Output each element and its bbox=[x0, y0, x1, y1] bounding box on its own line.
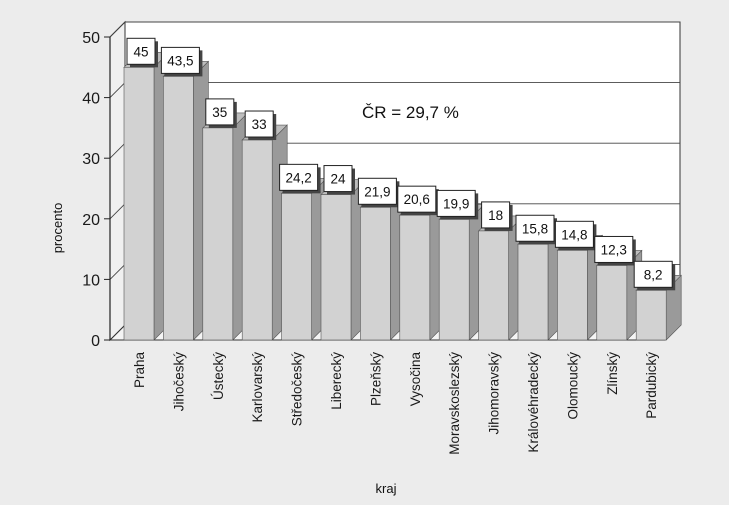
data-label: 24,2 bbox=[279, 163, 321, 194]
data-label: 45 bbox=[126, 37, 158, 68]
grid-line-side bbox=[109, 142, 126, 159]
data-label: 14,8 bbox=[554, 220, 597, 251]
data-label: 20,6 bbox=[397, 185, 439, 216]
data-label-text: 20,6 bbox=[404, 192, 430, 207]
x-tick-label: Jihomoravský bbox=[487, 352, 502, 435]
data-label-box bbox=[515, 214, 555, 242]
bar-front bbox=[596, 265, 628, 341]
data-label-text: 43,5 bbox=[167, 53, 193, 68]
side-wall bbox=[109, 20, 126, 342]
y-tick-label: 20 bbox=[82, 212, 100, 229]
y-tick-label: 0 bbox=[91, 333, 100, 350]
grid-line-side bbox=[109, 203, 126, 220]
y-tick-label: 10 bbox=[82, 272, 100, 289]
data-label-text: 14,8 bbox=[561, 227, 587, 242]
data-label: 35 bbox=[205, 98, 237, 128]
x-tick-label: Moravskoslezský bbox=[447, 352, 462, 455]
data-label-box bbox=[279, 163, 319, 191]
y-tick-label: 50 bbox=[82, 30, 100, 47]
data-label-box bbox=[481, 201, 511, 229]
data-label: 21,9 bbox=[357, 177, 400, 208]
data-labels: 45 43,5 35 33 24,2 24 21,9 20,6 19,9 18 15,8 14,8 12… bbox=[126, 37, 676, 291]
data-label-text: 45 bbox=[133, 44, 148, 59]
data-label-box bbox=[126, 37, 156, 65]
x-axis-label: kraj bbox=[376, 481, 397, 496]
data-label-box bbox=[205, 98, 235, 126]
bar bbox=[241, 124, 288, 341]
bar-front bbox=[557, 250, 588, 341]
bar bbox=[123, 51, 170, 341]
data-label-text: 35 bbox=[212, 105, 227, 120]
data-label: 8,2 bbox=[633, 260, 676, 291]
bar-front bbox=[320, 194, 352, 341]
data-label-box bbox=[554, 220, 594, 248]
bar-front bbox=[478, 230, 509, 341]
x-tick-label: Zlínský bbox=[605, 352, 620, 395]
y-axis-label: procento bbox=[50, 203, 65, 254]
x-tick-label: Pardubický bbox=[644, 352, 659, 419]
data-label-box bbox=[244, 110, 274, 138]
grid-line-side bbox=[109, 264, 126, 280]
bar bbox=[438, 203, 485, 341]
data-label-text: 33 bbox=[252, 117, 267, 132]
data-label: 33 bbox=[244, 110, 277, 141]
bar-front bbox=[399, 214, 431, 341]
y-axis: 0 10 20 30 40 50 bbox=[82, 30, 111, 350]
bar-front bbox=[202, 127, 234, 341]
data-label-box bbox=[323, 165, 353, 193]
data-label-box bbox=[357, 177, 397, 205]
bar-front bbox=[163, 76, 194, 341]
bar bbox=[280, 177, 328, 341]
data-label-text: 15,8 bbox=[522, 221, 548, 236]
x-tick-label: Praha bbox=[132, 352, 147, 389]
data-label-text: 24,2 bbox=[285, 170, 311, 185]
x-tick-label: Karlovarský bbox=[250, 352, 265, 423]
bar bbox=[162, 60, 210, 341]
data-label: 19,9 bbox=[436, 189, 479, 220]
x-tick-label: Středočeský bbox=[290, 352, 305, 427]
x-tick-label: Olomoucký bbox=[565, 352, 580, 420]
data-label-box bbox=[594, 235, 634, 263]
data-label-text: 24 bbox=[330, 172, 346, 187]
bar-front bbox=[281, 193, 312, 341]
x-tick-label: Jihočeský bbox=[171, 352, 186, 412]
y-tick-label: 40 bbox=[82, 91, 100, 108]
data-label: 12,3 bbox=[594, 235, 636, 266]
bar-front bbox=[635, 290, 667, 341]
data-label-text: 19,9 bbox=[443, 196, 469, 211]
data-label: 24 bbox=[323, 165, 355, 195]
bar-front bbox=[123, 67, 155, 341]
grid-line-side bbox=[109, 82, 126, 98]
data-label: 18 bbox=[481, 201, 513, 231]
data-label-box bbox=[633, 260, 673, 288]
bar bbox=[359, 191, 407, 341]
bar bbox=[202, 112, 249, 341]
grid-line-side bbox=[109, 21, 126, 38]
x-axis-categories: Praha Jihočeský Ústecký Karlovarský Středoče… bbox=[132, 352, 659, 455]
y-tick-label: 30 bbox=[82, 151, 100, 168]
x-tick-label: Liberecký bbox=[329, 352, 344, 410]
national-average-annotation: ČR = 29,7 % bbox=[362, 103, 459, 122]
bar-front bbox=[438, 219, 470, 341]
x-tick-label: Ústecký bbox=[211, 352, 226, 400]
bar-front bbox=[360, 206, 391, 341]
data-label-text: 18 bbox=[488, 208, 503, 223]
data-label: 43,5 bbox=[160, 46, 203, 77]
data-label-box bbox=[160, 46, 200, 74]
data-label-box bbox=[436, 189, 476, 217]
data-label-text: 21,9 bbox=[364, 184, 390, 199]
data-label: 15,8 bbox=[515, 214, 557, 245]
data-label-box bbox=[397, 185, 437, 213]
bar-front bbox=[517, 243, 549, 341]
x-tick-label: Plzeňský bbox=[368, 352, 383, 406]
bar bbox=[399, 199, 446, 341]
x-tick-label: Vysočina bbox=[408, 352, 423, 407]
data-label-text: 12,3 bbox=[601, 242, 627, 257]
bar-front bbox=[241, 139, 273, 341]
x-tick-label: Královéhradecký bbox=[526, 352, 541, 453]
data-label-text: 8,2 bbox=[644, 267, 663, 282]
